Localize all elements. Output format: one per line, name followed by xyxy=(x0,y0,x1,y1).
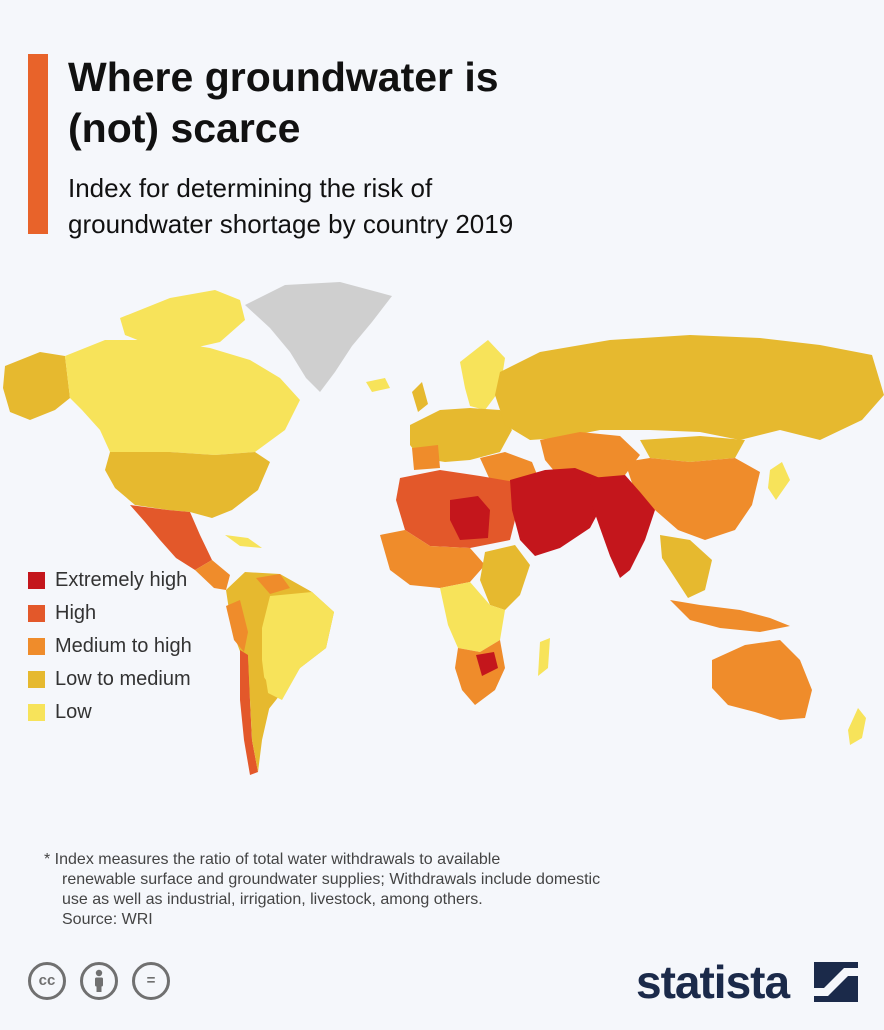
noderivs-icon[interactable]: = xyxy=(132,962,170,1000)
region-libya xyxy=(450,496,490,540)
region-japan xyxy=(768,462,790,500)
chart-title: Where groundwater is (not) scarce xyxy=(68,52,708,154)
footnote: * Index measures the ratio of total wate… xyxy=(44,850,764,930)
attribution-icon[interactable] xyxy=(80,962,118,1000)
region-botswana xyxy=(476,652,498,676)
region-argentina xyxy=(248,655,270,772)
chart-subtitle: Index for determining the risk of ground… xyxy=(68,170,768,242)
footnote-line-2: renewable surface and groundwater suppli… xyxy=(62,871,601,888)
subtitle-line-2: groundwater shortage by country 2019 xyxy=(68,209,514,239)
region-peru xyxy=(226,600,248,652)
statista-logo-icon xyxy=(814,962,858,1002)
region-uk xyxy=(412,382,428,412)
region-caribbean xyxy=(225,535,262,548)
cc-icon-text: cc xyxy=(38,972,56,989)
region-usa xyxy=(105,452,270,518)
region-alaska xyxy=(3,352,70,420)
title-line-2: (not) scarce xyxy=(68,105,301,151)
region-venezuela xyxy=(256,574,290,594)
legend-swatch xyxy=(28,671,45,688)
region-middle-east xyxy=(510,468,605,556)
region-central-africa xyxy=(440,582,505,652)
region-mongolia xyxy=(640,436,745,462)
region-spain xyxy=(412,445,440,470)
region-madagascar xyxy=(538,638,550,676)
legend-label: Low xyxy=(55,701,92,723)
legend-swatch xyxy=(28,605,45,622)
footnote-line-1: * Index measures the ratio of total wate… xyxy=(44,851,501,868)
region-chile xyxy=(240,650,258,775)
region-canada xyxy=(65,340,300,455)
region-central-america xyxy=(195,560,230,590)
world-map xyxy=(3,282,884,775)
subtitle-line-1: Index for determining the risk of xyxy=(68,173,433,203)
region-indonesia xyxy=(670,600,790,632)
noderivs-icon-text: = xyxy=(146,972,156,989)
title-accent-bar xyxy=(28,54,48,234)
footnote-line-3: use as well as industrial, irrigation, l… xyxy=(62,891,483,908)
region-russia xyxy=(495,335,884,440)
region-australia xyxy=(712,640,812,720)
region-southeast-asia xyxy=(660,535,712,598)
cc-icon[interactable]: cc xyxy=(28,962,66,1000)
region-mexico xyxy=(130,505,212,570)
legend-swatch xyxy=(28,572,45,589)
legend-swatch xyxy=(28,704,45,721)
legend-label: Extremely high xyxy=(55,569,188,591)
region-west-africa xyxy=(380,530,485,588)
region-new-zealand xyxy=(848,708,866,745)
region-greenland xyxy=(245,282,392,392)
region-iceland xyxy=(366,378,390,392)
legend-label: Low to medium xyxy=(55,668,191,690)
legend-label: High xyxy=(55,602,97,624)
title-line-1: Where groundwater is xyxy=(68,54,499,100)
region-china xyxy=(625,458,760,540)
region-east-africa xyxy=(480,545,530,610)
region-brazil xyxy=(262,592,334,700)
person-icon xyxy=(95,969,103,992)
legend-label: Medium to high xyxy=(55,635,192,657)
source-line: Source: WRI xyxy=(62,911,153,928)
region-scandinavia xyxy=(460,340,505,410)
legend-swatch xyxy=(28,638,45,655)
region-india xyxy=(590,475,655,578)
region-canada-arctic xyxy=(120,290,245,350)
statista-wordmark: statista xyxy=(636,956,790,1008)
